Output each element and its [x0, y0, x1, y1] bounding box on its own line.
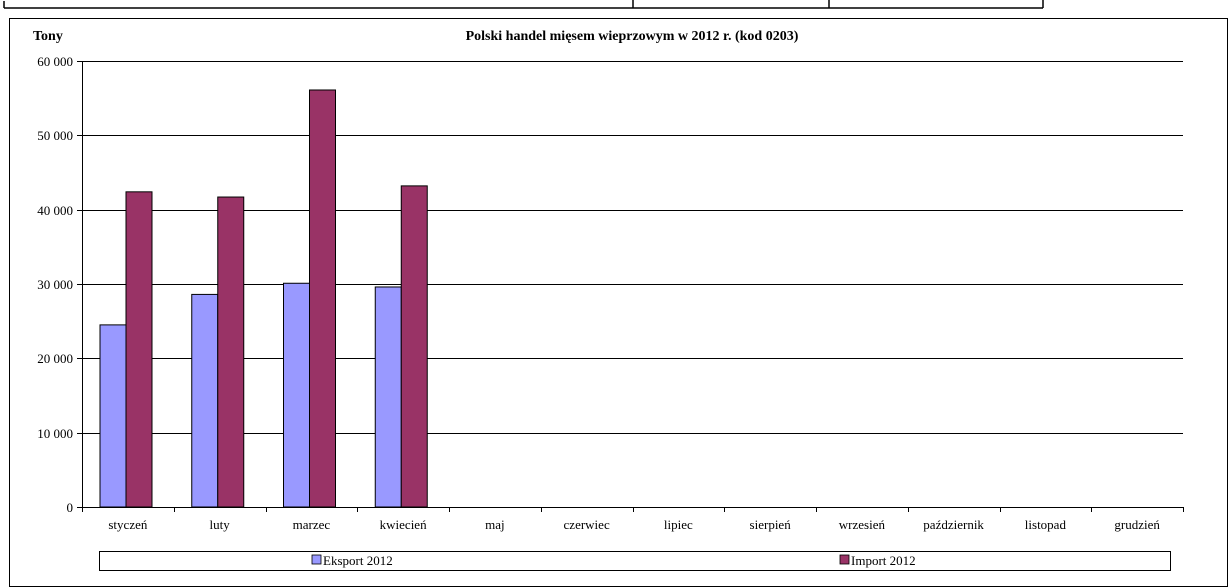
x-tick-label: maj: [485, 517, 505, 532]
y-tick-label: 10 000: [37, 426, 73, 441]
x-tick-label: czerwiec: [564, 517, 610, 532]
x-tick-label: styczeń: [108, 517, 147, 532]
bar-import: [125, 191, 153, 508]
x-tick-label: sierpień: [750, 517, 792, 532]
x-tick-label: luty: [210, 517, 231, 532]
bars: [99, 89, 428, 508]
gridlines: [82, 61, 1183, 434]
x-tick-label: wrzesień: [839, 517, 886, 532]
legend: Eksport 2012 Import 2012: [99, 551, 1171, 571]
bar-import: [309, 89, 336, 508]
x-tick-label: grudzień: [1114, 517, 1160, 532]
bar-import: [400, 185, 428, 508]
x-tick-label: lipiec: [664, 517, 693, 532]
x-tick-label: listopad: [1025, 517, 1067, 532]
x-tick-label: kwiecień: [380, 517, 427, 532]
legend-swatch-eksport: [311, 554, 322, 565]
y-tick-label: 20 000: [37, 351, 73, 366]
bar-eksport: [191, 293, 219, 508]
bar-eksport: [283, 282, 310, 508]
x-tick-label: marzec: [293, 517, 331, 532]
legend-swatch-import: [839, 554, 850, 565]
axes: [82, 61, 1183, 508]
header-fragment: [3, 0, 1044, 9]
bar-import: [217, 196, 245, 508]
y-tick-label: 30 000: [37, 277, 73, 292]
legend-label-import: Import 2012: [851, 553, 916, 568]
y-axis-label: Tony: [33, 29, 63, 44]
x-axis-ticks: styczeń luty marzec kwiecień maj czerwiec lipi…: [82, 507, 1184, 532]
x-tick-label: październik: [923, 517, 984, 532]
bar-eksport: [99, 324, 127, 508]
y-axis-ticks: 0 10 000 20 000 30 000 40 000 50 000 60 000: [37, 54, 82, 515]
y-tick-label: 0: [67, 500, 74, 515]
bar-eksport: [374, 286, 402, 508]
legend-label-eksport: Eksport 2012: [323, 553, 393, 568]
y-tick-label: 50 000: [37, 128, 73, 143]
y-tick-label: 40 000: [37, 203, 73, 218]
chart-title: Polski handel mięsem wieprzowym w 2012 r…: [466, 29, 799, 44]
legend-box: [99, 551, 1171, 571]
y-tick-label: 60 000: [37, 54, 73, 69]
